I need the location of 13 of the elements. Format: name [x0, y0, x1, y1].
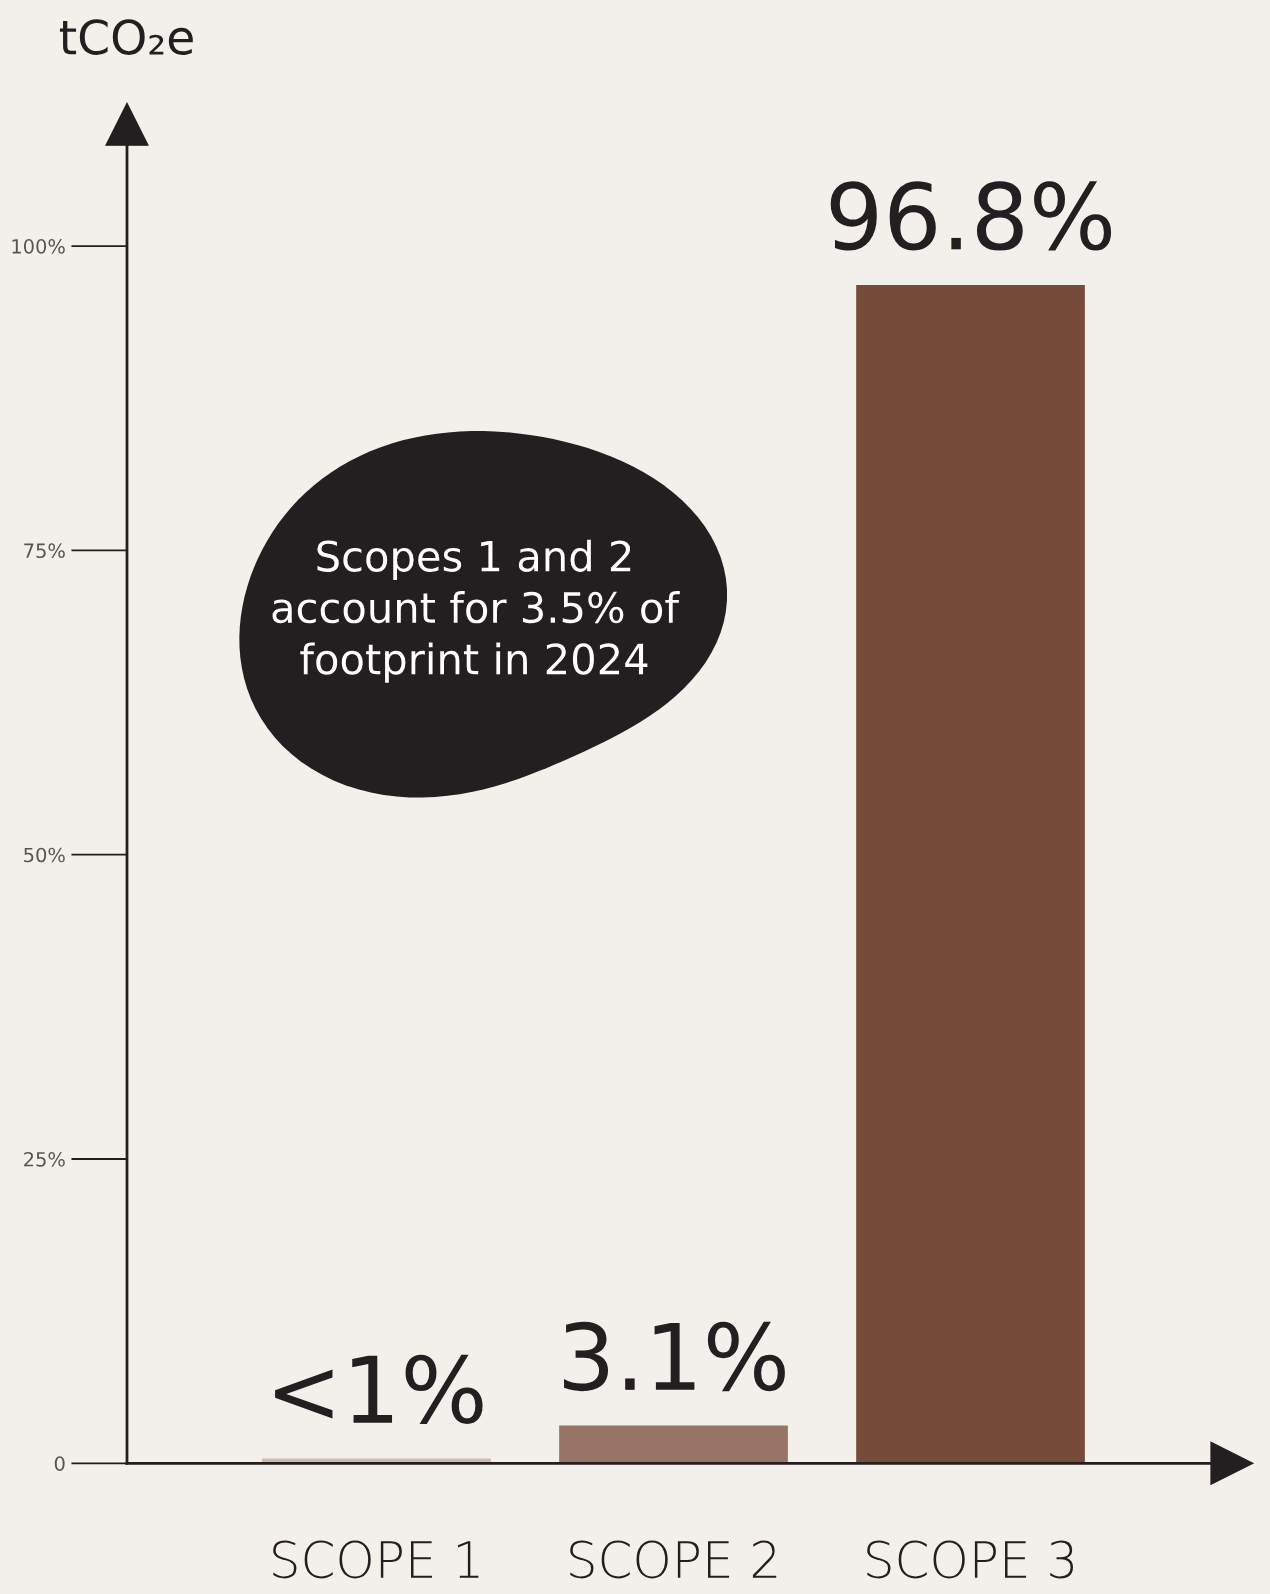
y-tick-label: 0 [54, 1456, 65, 1471]
data-label: 96.8% [830, 181, 1112, 251]
data-label: <1% [275, 1354, 483, 1424]
y-tick-label: 25% [24, 1151, 65, 1167]
y-tick-label: 75% [24, 543, 65, 559]
y-tick-label: 50% [24, 847, 65, 863]
y-tick-label: 100% [12, 239, 65, 254]
data-label: 3.1% [564, 1321, 785, 1392]
x-tick-label: SCOPE 2 [570, 1540, 777, 1579]
x-tick-label: SCOPE 1 [273, 1540, 479, 1579]
y-axis-title: tCO₂e [59, 19, 193, 55]
annotation: Scopes 1 and 2 account for 3.5% of footprint in 2024 [272, 539, 680, 683]
x-tick-label: SCOPE 3 [867, 1540, 1073, 1579]
